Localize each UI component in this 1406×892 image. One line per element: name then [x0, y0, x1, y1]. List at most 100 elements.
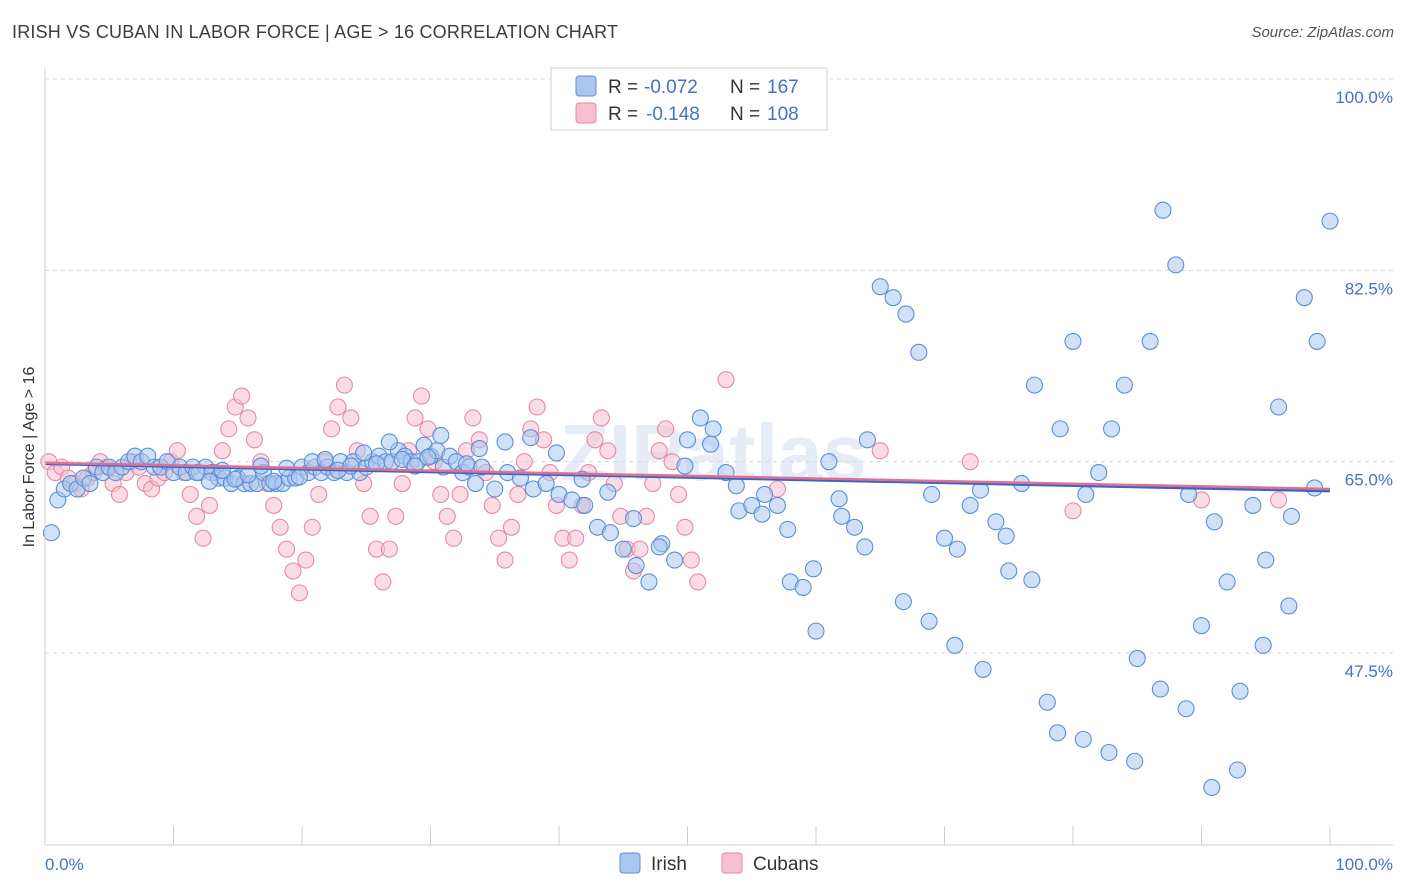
cubans-point — [669, 485, 688, 504]
irish-point — [1151, 680, 1169, 698]
irish-point — [1090, 464, 1108, 482]
irish-point — [200, 472, 219, 490]
irish-point — [81, 474, 99, 493]
cubans-point — [631, 540, 649, 558]
bottom-legend-cubans-label: Cubans — [753, 854, 819, 875]
irish-point — [1025, 376, 1043, 394]
trend-lines — [44, 461, 1331, 493]
cubans-point — [567, 529, 585, 547]
cubans-point — [168, 442, 186, 460]
irish-point — [704, 420, 722, 438]
cubans-point — [110, 485, 129, 504]
irish-point — [1192, 617, 1211, 635]
cubans-point — [586, 431, 604, 449]
cubans-point — [374, 573, 392, 591]
y-tick-label: 47.5% — [1345, 662, 1393, 681]
irish-point — [923, 485, 941, 504]
irish-point — [1051, 420, 1069, 438]
cubans-point — [271, 518, 289, 536]
cubans-point — [406, 409, 424, 427]
irish-point — [640, 573, 658, 591]
irish-point — [1100, 743, 1118, 762]
irish-point — [691, 409, 709, 427]
legend-irish-n-value: 167 — [767, 77, 799, 98]
bottom-legend-irish-swatch — [619, 852, 641, 874]
irish-point — [1177, 700, 1195, 718]
irish-point — [1218, 573, 1236, 591]
cubans-point — [451, 485, 469, 504]
cubans-point — [502, 518, 521, 536]
irish-point — [316, 450, 334, 469]
irish-point — [419, 448, 437, 466]
irish-point — [946, 636, 964, 654]
cubans-point — [284, 562, 302, 580]
cubans-point — [310, 485, 328, 504]
cubans-point — [599, 442, 617, 460]
irish-point — [1126, 752, 1144, 770]
irish-point — [1295, 289, 1313, 307]
cubans-point — [689, 573, 707, 591]
irish-point — [1103, 420, 1121, 438]
cubans-point — [592, 409, 610, 427]
legend-irish-r-label: R = — [608, 77, 638, 98]
cubans-point — [194, 529, 212, 547]
cubans-point — [245, 431, 264, 449]
cubans-point — [528, 398, 546, 416]
cubans-point — [297, 551, 315, 569]
irish-point — [833, 507, 851, 525]
cubans-point — [515, 453, 533, 471]
cubans-point — [387, 507, 405, 525]
irish-trend-line — [44, 462, 1331, 493]
cubans-point — [1064, 502, 1082, 520]
irish-point — [1154, 201, 1172, 219]
irish-point — [457, 455, 476, 473]
irish-point — [871, 278, 889, 296]
cubans-point — [682, 551, 700, 569]
irish-point — [897, 305, 915, 323]
irish-point — [1205, 513, 1223, 531]
irish-point — [856, 538, 874, 556]
data-points — [40, 201, 1339, 797]
irish-point — [678, 431, 697, 449]
cubans-point — [657, 420, 675, 438]
cubans-point — [188, 507, 206, 525]
cubans-point — [490, 529, 508, 547]
irish-point — [894, 593, 912, 611]
cubans-point — [464, 409, 482, 427]
irish-point — [1077, 485, 1095, 504]
irish-point — [1228, 761, 1247, 779]
legend-cubans-n-label: N = — [730, 104, 760, 125]
y-tick-label: 82.5% — [1345, 279, 1393, 298]
irish-point — [1023, 571, 1041, 589]
irish-point — [1064, 332, 1082, 350]
legend: R = -0.072 N = 167 R = -0.148 N = 108 — [550, 67, 828, 131]
irish-point — [1038, 693, 1056, 711]
cubans-point — [483, 496, 501, 514]
cubans-point — [509, 485, 527, 504]
irish-point — [845, 518, 864, 536]
legend-irish-n-label: N = — [730, 77, 760, 98]
cubans-point — [239, 409, 257, 427]
bottom-legend-cubans-swatch — [721, 852, 743, 874]
irish-point — [355, 444, 373, 462]
irish-point — [1167, 256, 1185, 274]
cubans-point — [233, 387, 251, 405]
irish-point — [380, 433, 398, 451]
irish-point — [650, 538, 668, 556]
irish-point — [1115, 376, 1133, 394]
cubans-point — [290, 584, 308, 602]
irish-point — [265, 472, 283, 490]
irish-point — [948, 540, 966, 558]
cubans-point — [961, 453, 979, 471]
cubans-point — [303, 518, 321, 536]
irish-point — [794, 578, 812, 596]
y-axis-label: In Labor Force | Age > 16 — [21, 367, 38, 548]
irish-point — [1321, 212, 1339, 230]
irish-point — [1257, 551, 1275, 569]
irish-point — [627, 556, 645, 575]
legend-irish-swatch — [575, 75, 597, 97]
irish-point — [522, 429, 540, 447]
cubans-point — [220, 420, 238, 438]
irish-point — [961, 496, 979, 514]
